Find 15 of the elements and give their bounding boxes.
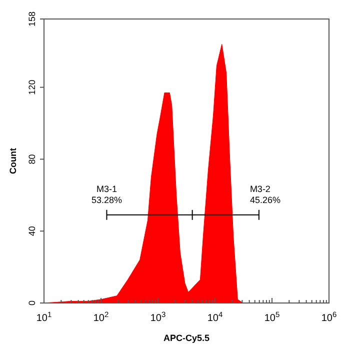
- y-tick-label: 0: [27, 300, 37, 306]
- x-tick-label: 10$^{6}$: [321, 310, 337, 324]
- annotation: M3-1 53.28%: [91, 184, 122, 205]
- y-tick-label: 120: [27, 80, 37, 95]
- x-tick-label: 10$^{2}$: [93, 310, 109, 324]
- y-tick-label: 158: [27, 11, 37, 27]
- x-tick-label: 10$^{3}$: [150, 310, 166, 324]
- y-tick-label: 40: [27, 226, 37, 236]
- x-tick-label: 10$^{4}$: [207, 310, 223, 324]
- x-tick-label: 10$^{5}$: [264, 310, 280, 324]
- x-tick-label: 10$^{1}$: [36, 310, 52, 324]
- annotation: M3-2 45.26%: [250, 184, 280, 205]
- y-axis-title: Count: [8, 148, 18, 174]
- x-axis-title: APC-Cy5.5: [163, 333, 210, 343]
- y-tick-label: 80: [27, 154, 37, 164]
